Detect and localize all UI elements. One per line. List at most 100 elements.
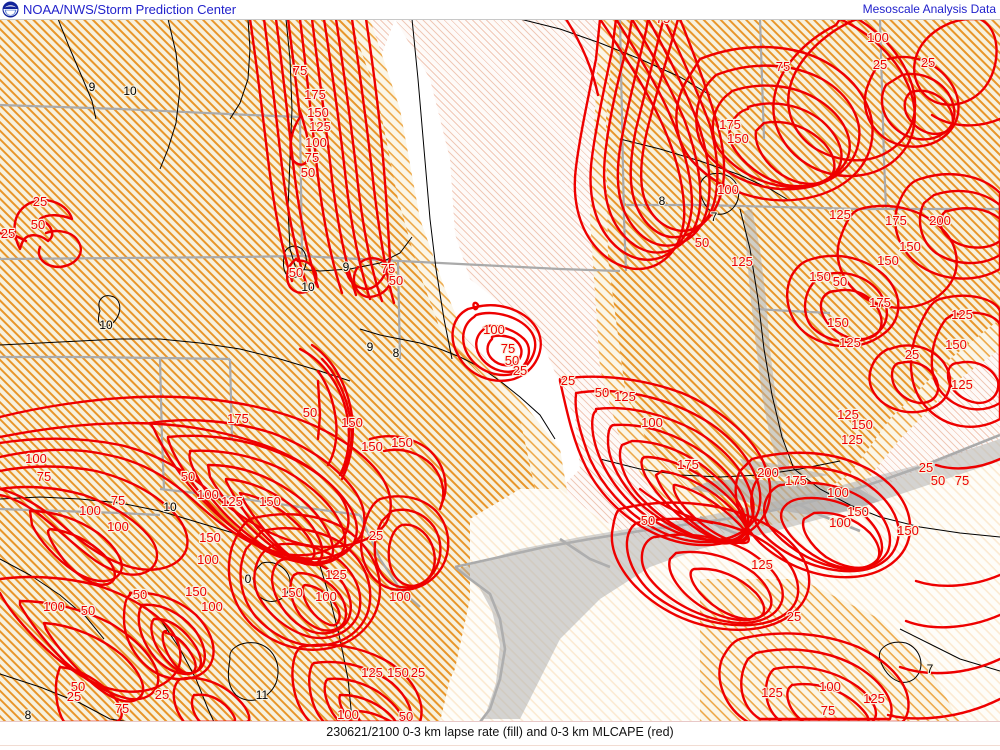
mlcape-label: 125 xyxy=(751,557,773,572)
mlcape-label: 175 xyxy=(885,213,907,228)
mlcape-label: 125 xyxy=(361,665,383,680)
mlcape-label: 75 xyxy=(776,59,790,74)
mlcape-label: 50 xyxy=(301,165,315,180)
mlcape-label: 50 xyxy=(181,469,195,484)
mlcape-label: 125 xyxy=(839,335,861,350)
mlcape-label: 175 xyxy=(304,87,326,102)
mlcape-label: 25 xyxy=(155,687,169,702)
mlcape-label: 50 xyxy=(399,709,413,722)
lapse-rate-label: 9 xyxy=(367,340,374,354)
mlcape-label: 200 xyxy=(929,213,951,228)
mlcape-label: 100 xyxy=(337,707,359,722)
mlcape-label: 125 xyxy=(221,494,243,509)
noaa-seagull-logo xyxy=(2,1,19,18)
mlcape-label: 175 xyxy=(719,117,741,132)
mlcape-label: 75 xyxy=(656,19,670,26)
mlcape-label: 75 xyxy=(305,150,319,165)
lapse-rate-label: 10 xyxy=(163,500,177,514)
header-title: NOAA/NWS/Storm Prediction Center xyxy=(23,2,237,17)
lapse-rate-label: 7 xyxy=(927,662,934,676)
mlcape-label: 150 xyxy=(361,439,383,454)
mlcape-label: 150 xyxy=(847,504,869,519)
mlcape-label: 75 xyxy=(37,469,51,484)
mlcape-label: 150 xyxy=(851,417,873,432)
page-header: NOAA/NWS/Storm Prediction Center Mesosca… xyxy=(0,0,1000,19)
mlcape-label: 25 xyxy=(905,347,919,362)
mlcape-label: 100 xyxy=(43,599,65,614)
mlcape-label: 125 xyxy=(309,119,331,134)
mlcape-label: 50 xyxy=(31,217,45,232)
mlcape-label: 75 xyxy=(111,493,125,508)
lapse-rate-label: 9 xyxy=(343,260,350,274)
mlcape-label: 125 xyxy=(951,377,973,392)
mlcape-label: 100 xyxy=(201,599,223,614)
mlcape-label: 150 xyxy=(387,665,409,680)
lapse-rate-label: 8 xyxy=(393,346,400,360)
mlcape-label: 50 xyxy=(833,274,847,289)
mlcape-label: 75 xyxy=(821,703,835,718)
mlcape-label: 25 xyxy=(33,194,47,209)
lapse-rate-label: 10 xyxy=(99,318,113,332)
mlcape-label: 175 xyxy=(227,411,249,426)
mlcape-label: 25 xyxy=(561,373,575,388)
mlcape-label: 125 xyxy=(951,307,973,322)
mlcape-label: 100 xyxy=(107,519,129,534)
fill-band-dense-west xyxy=(0,19,535,722)
mlcape-label: 150 xyxy=(897,523,919,538)
mlcape-label: 25 xyxy=(1,226,15,241)
mlcape-label: 25 xyxy=(369,528,383,543)
mlcape-label: 125 xyxy=(841,432,863,447)
mlcape-label: 75 xyxy=(293,63,307,78)
lapse-rate-label: 0 xyxy=(245,572,252,586)
mlcape-contours-layer: 2550257517515012510075507510017515050125… xyxy=(0,19,1000,722)
mlcape-label: 50 xyxy=(695,235,709,250)
mlcape-label: 25 xyxy=(513,363,527,378)
page-footer: 230621/2100 0-3 km lapse rate (fill) and… xyxy=(0,722,1000,750)
mlcape-label: 50 xyxy=(81,603,95,618)
mlcape-label: 125 xyxy=(614,389,636,404)
mlcape-label: 50 xyxy=(505,353,519,368)
mlcape-label: 25 xyxy=(787,609,801,624)
mlcape-label: 25 xyxy=(411,665,425,680)
mlcape-label: 150 xyxy=(391,435,413,450)
mlcape-label: 125 xyxy=(761,685,783,700)
mlcape-label: 25 xyxy=(67,689,81,704)
mlcape-label: 150 xyxy=(727,131,749,146)
mlcape-label: 150 xyxy=(877,253,899,268)
mlcape-label: 100 xyxy=(819,679,841,694)
mlcape-label: 50 xyxy=(595,385,609,400)
mlcape-label: 150 xyxy=(809,269,831,284)
mlcape-label: 150 xyxy=(945,337,967,352)
lapse-rate-label: 7 xyxy=(711,210,718,224)
mlcape-label: 75 xyxy=(501,341,515,356)
mlcape-label: 50 xyxy=(641,513,655,528)
mlcape-contours xyxy=(0,19,1000,722)
mlcape-label: 100 xyxy=(197,552,219,567)
mlcape-label: 100 xyxy=(717,182,739,197)
mlcape-label: 100 xyxy=(305,135,327,150)
mlcape-label: 50 xyxy=(931,473,945,488)
header-brand[interactable]: NOAA/NWS/Storm Prediction Center xyxy=(2,0,236,19)
mlcape-label: 50 xyxy=(133,587,147,602)
mlcape-label: 100 xyxy=(389,589,411,604)
mlcape-label: 200 xyxy=(757,465,779,480)
fill-region-none-central xyxy=(380,19,580,489)
mlcape-label: 100 xyxy=(197,487,219,502)
lapse-rate-contours xyxy=(0,19,1000,722)
mlcape-label: 125 xyxy=(837,407,859,422)
mlcape-label: 50 xyxy=(303,405,317,420)
mlcape-label: 75 xyxy=(115,701,129,716)
mlcape-label: 100 xyxy=(25,451,47,466)
mlcape-label: 150 xyxy=(259,494,281,509)
mlcape-label: 75 xyxy=(381,261,395,276)
mlcape-label: 50 xyxy=(289,265,303,280)
mlcape-label: 175 xyxy=(677,457,699,472)
mlcape-label: 100 xyxy=(315,589,337,604)
mlcape-label: 100 xyxy=(483,322,505,337)
mlcape-label: 50 xyxy=(71,679,85,694)
mlcape-label: 75 xyxy=(955,473,969,488)
mlcape-label: 100 xyxy=(867,30,889,45)
mlcape-label: 25 xyxy=(921,55,935,70)
mesoanalysis-map[interactable]: 25 50 25 75 175 150 125 100 75 50 75 100 175 150 50 125… xyxy=(0,19,1000,722)
lapse-rate-label: 10 xyxy=(301,280,315,294)
